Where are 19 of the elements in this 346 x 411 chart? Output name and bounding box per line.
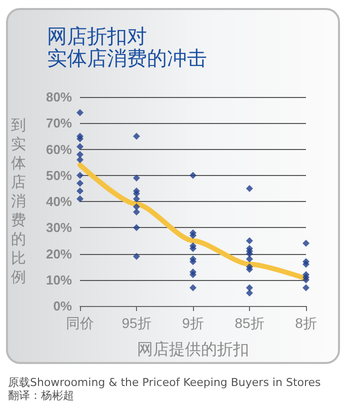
- x-tick-label: 9折: [182, 315, 204, 331]
- y-tick-label: 10%: [46, 272, 72, 288]
- y-tick-label: 60%: [46, 142, 72, 157]
- x-tick-label: 85折: [234, 315, 264, 331]
- y-tick-label: 20%: [46, 246, 72, 262]
- x-tick-label: 95折: [122, 315, 152, 331]
- y-tick-label: 30%: [46, 220, 72, 236]
- text: 翻译：杨彬超: [8, 389, 75, 402]
- y-tick-label: 40%: [46, 194, 72, 209]
- text: 原载Showrooming & the Priceof Keeping Buyers in Stores: [8, 376, 321, 389]
- y-tick-label: 70%: [46, 116, 72, 131]
- y-tick-label: 80%: [46, 90, 72, 104]
- x-axis-title: 网店提供的折扣: [137, 340, 249, 358]
- x-tick-label: 8折: [295, 315, 317, 331]
- x-tick-label: 同价: [66, 315, 94, 331]
- text: 到实体店消费的比例: [11, 117, 26, 286]
- y-tick-label: 50%: [46, 168, 72, 183]
- chart-title: 网店折扣对实体店消费的冲击: [47, 24, 207, 70]
- y-tick-label: 0%: [53, 298, 72, 314]
